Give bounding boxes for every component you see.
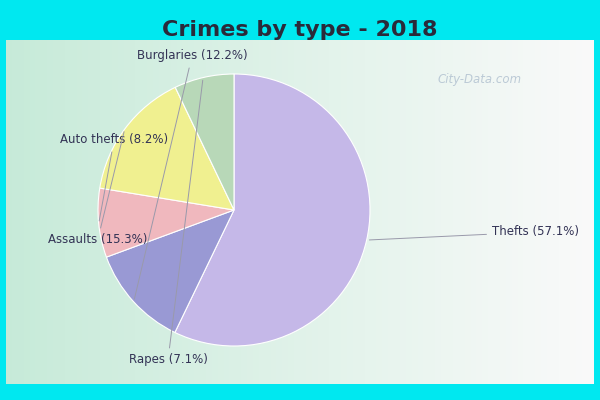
Wedge shape [175, 74, 234, 210]
Text: Burglaries (12.2%): Burglaries (12.2%) [134, 50, 247, 299]
Wedge shape [175, 74, 370, 346]
Wedge shape [100, 87, 234, 210]
Wedge shape [98, 188, 234, 257]
Text: Rapes (7.1%): Rapes (7.1%) [128, 80, 208, 366]
Text: Thefts (57.1%): Thefts (57.1%) [370, 226, 579, 240]
Text: City-Data.com: City-Data.com [438, 74, 522, 86]
Wedge shape [106, 210, 234, 332]
Text: Assaults (15.3%): Assaults (15.3%) [48, 132, 148, 246]
Text: Crimes by type - 2018: Crimes by type - 2018 [162, 20, 438, 40]
Text: Auto thefts (8.2%): Auto thefts (8.2%) [60, 134, 168, 221]
